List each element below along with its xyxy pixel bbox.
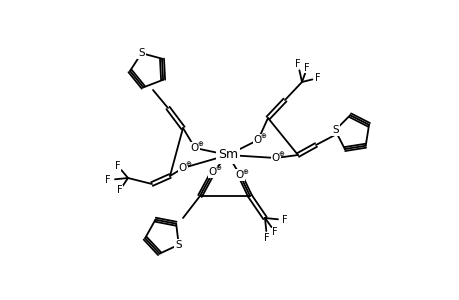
Text: F: F [295, 59, 300, 69]
Text: F: F [117, 185, 123, 195]
Text: O: O [190, 143, 199, 153]
Text: O: O [179, 163, 187, 173]
Text: ⊕: ⊕ [215, 166, 220, 172]
Text: ⊕: ⊕ [185, 161, 190, 167]
Text: S: S [331, 125, 338, 135]
Text: F: F [105, 175, 111, 185]
Text: F: F [303, 63, 309, 73]
Text: ⊕: ⊕ [259, 134, 265, 140]
Text: F: F [281, 215, 287, 225]
Text: F: F [115, 161, 121, 171]
Text: ⊕: ⊕ [277, 152, 283, 158]
Text: ⊕: ⊕ [196, 142, 202, 148]
Text: Sm: Sm [218, 148, 238, 161]
Text: F: F [263, 233, 269, 243]
Text: S: S [175, 240, 182, 250]
Text: F: F [314, 73, 320, 83]
Text: S: S [138, 48, 145, 58]
Text: F: F [272, 227, 277, 237]
Text: ⊕: ⊕ [241, 169, 247, 175]
Text: O: O [253, 135, 262, 145]
Text: O: O [271, 153, 280, 163]
Text: O: O [208, 167, 217, 177]
Text: O: O [235, 170, 244, 180]
